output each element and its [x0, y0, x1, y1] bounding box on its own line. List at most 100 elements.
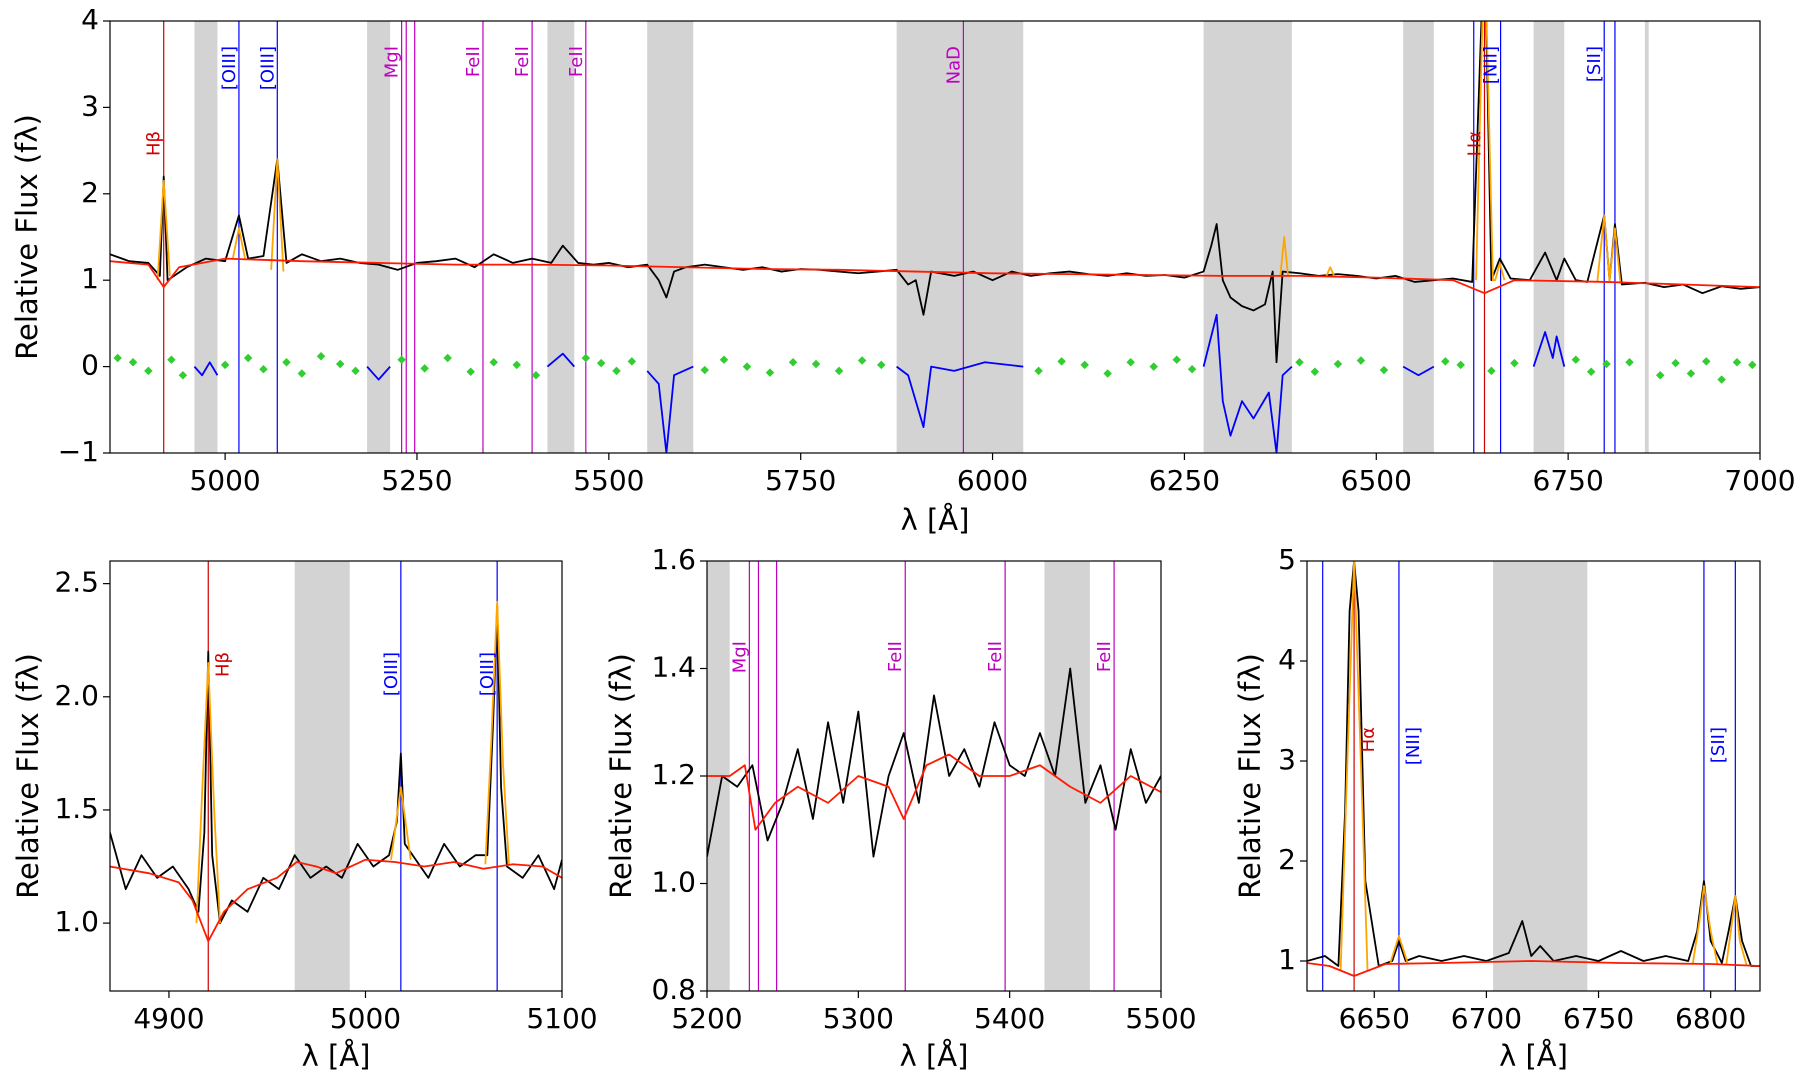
y-tick-label: 1: [81, 262, 99, 295]
residual-point: [1379, 365, 1389, 375]
axes-frame: [1306, 560, 1761, 992]
residual-point: [335, 359, 345, 369]
y-tick-label: 5: [1278, 543, 1296, 576]
residual-point: [316, 351, 326, 361]
spectrum-line: [156, 21, 1622, 283]
spectrum-line: [110, 257, 1760, 295]
panel: Hα [NII] [SII] 6650 6700 6750 6800 1 2 3 4 5 λ [Å] Re…: [1233, 543, 1761, 1073]
residual-point: [1487, 366, 1496, 376]
residual-point: [1295, 358, 1304, 367]
x-tick-label: 6750: [1563, 1002, 1634, 1035]
residual-point: [1655, 370, 1665, 380]
residual-point: [719, 355, 729, 364]
x-axis-label: λ [Å]: [1499, 1039, 1568, 1073]
residual-point: [1671, 358, 1680, 368]
masked-region: [1533, 21, 1565, 453]
residual-point: [1748, 360, 1757, 370]
residual-point: [1333, 359, 1343, 369]
y-axis-label: Relative Flux (fλ): [1233, 653, 1267, 899]
x-tick-label: 6650: [1339, 1002, 1410, 1035]
masked-region: [1644, 21, 1649, 453]
line-label: [OIII]: [219, 46, 240, 90]
x-tick-label: 6700: [1451, 1002, 1522, 1035]
y-tick-label: 0: [81, 349, 99, 382]
residual-point: [397, 355, 406, 364]
plot-area: [1307, 561, 1760, 991]
x-axis-label: λ [Å]: [901, 503, 970, 537]
residual-point: [1625, 358, 1634, 367]
residual-point: [1080, 360, 1089, 370]
residual-point: [877, 360, 886, 370]
x-tick-label: 6800: [1675, 1002, 1746, 1035]
line-label: [OIII]: [257, 46, 278, 90]
y-tick-label: 1.6: [651, 543, 696, 576]
residual-point: [1149, 362, 1158, 371]
masked-region: [194, 21, 218, 453]
x-tick-label: 6000: [957, 464, 1028, 497]
spectrum-line: [193, 313, 1566, 453]
line-label: Hα: [1358, 727, 1379, 752]
residual-point: [178, 370, 188, 380]
axes-frame: [109, 20, 1761, 454]
line-label: NaD: [943, 46, 964, 84]
residual-point: [489, 358, 498, 367]
residual-point: [1717, 375, 1726, 384]
line-label: FeII: [985, 641, 1006, 672]
spectrum-line: [707, 753, 1161, 831]
panel: Hβ [OIII] [OIII] MgI FeII FeII FeII NaD Hα [NII] […: [10, 3, 1796, 537]
line-label: FeII: [463, 46, 484, 77]
x-axis-label: λ [Å]: [900, 1039, 969, 1073]
axes-frame: [109, 560, 563, 992]
line-label: [SII]: [1584, 46, 1605, 82]
residual-point: [259, 364, 268, 374]
x-tick-label: 6250: [1149, 464, 1220, 497]
residual-point: [1702, 357, 1711, 366]
panel: MgI FeII FeII FeII 5200 5300 5400 5500 0.8 1.0 1.2…: [604, 543, 1197, 1073]
x-tick-label: 6750: [1533, 464, 1604, 497]
residual-point: [220, 360, 230, 370]
x-tick-label: 5300: [823, 1002, 894, 1035]
line-label: [NII]: [1481, 46, 1502, 84]
residual-point: [1456, 360, 1465, 370]
residual-point: [1686, 369, 1696, 378]
y-tick-label: 3: [1278, 743, 1296, 776]
masked-region: [294, 561, 350, 991]
line-label: FeII: [512, 46, 533, 77]
y-tick-label: 1: [1278, 943, 1296, 976]
y-axis-label: Relative Flux (fλ): [604, 653, 638, 899]
residual-point: [700, 365, 710, 375]
y-tick-label: 3: [81, 89, 99, 122]
masked-region: [1403, 21, 1434, 453]
residual-point: [1732, 358, 1742, 367]
line-label: [OIII]: [477, 652, 498, 696]
residual-point: [581, 353, 591, 363]
x-tick-label: 5750: [765, 464, 836, 497]
y-tick-label: 4: [81, 3, 99, 36]
x-axis-label: λ [Å]: [302, 1039, 371, 1073]
residual-point: [596, 358, 606, 368]
residual-point: [1103, 369, 1112, 378]
residual-point: [1602, 359, 1611, 369]
x-tick-label: 6500: [1341, 464, 1412, 497]
masked-region: [896, 21, 1024, 453]
residual-point: [1571, 355, 1581, 364]
residual-point: [1057, 357, 1066, 366]
residual-point: [765, 368, 775, 377]
residual-point: [531, 370, 541, 380]
spectrum-line: [1339, 561, 1748, 972]
x-tick-label: 5200: [671, 1002, 742, 1035]
line-label: MgI: [382, 46, 403, 78]
residual-point: [788, 358, 798, 367]
x-tick-label: 5500: [1125, 1002, 1196, 1035]
residual-point: [1187, 364, 1197, 374]
x-tick-label: 5000: [189, 464, 260, 497]
plot-area: [110, 21, 1760, 453]
residual-point: [1172, 355, 1181, 364]
masked-region: [1493, 561, 1588, 991]
spectrum-line: [707, 667, 1161, 858]
x-tick-label: 4900: [133, 1002, 204, 1035]
residual-point: [1356, 356, 1366, 365]
residual-point: [512, 360, 521, 370]
x-tick-label: 5500: [573, 464, 644, 497]
residual-point: [128, 358, 138, 367]
